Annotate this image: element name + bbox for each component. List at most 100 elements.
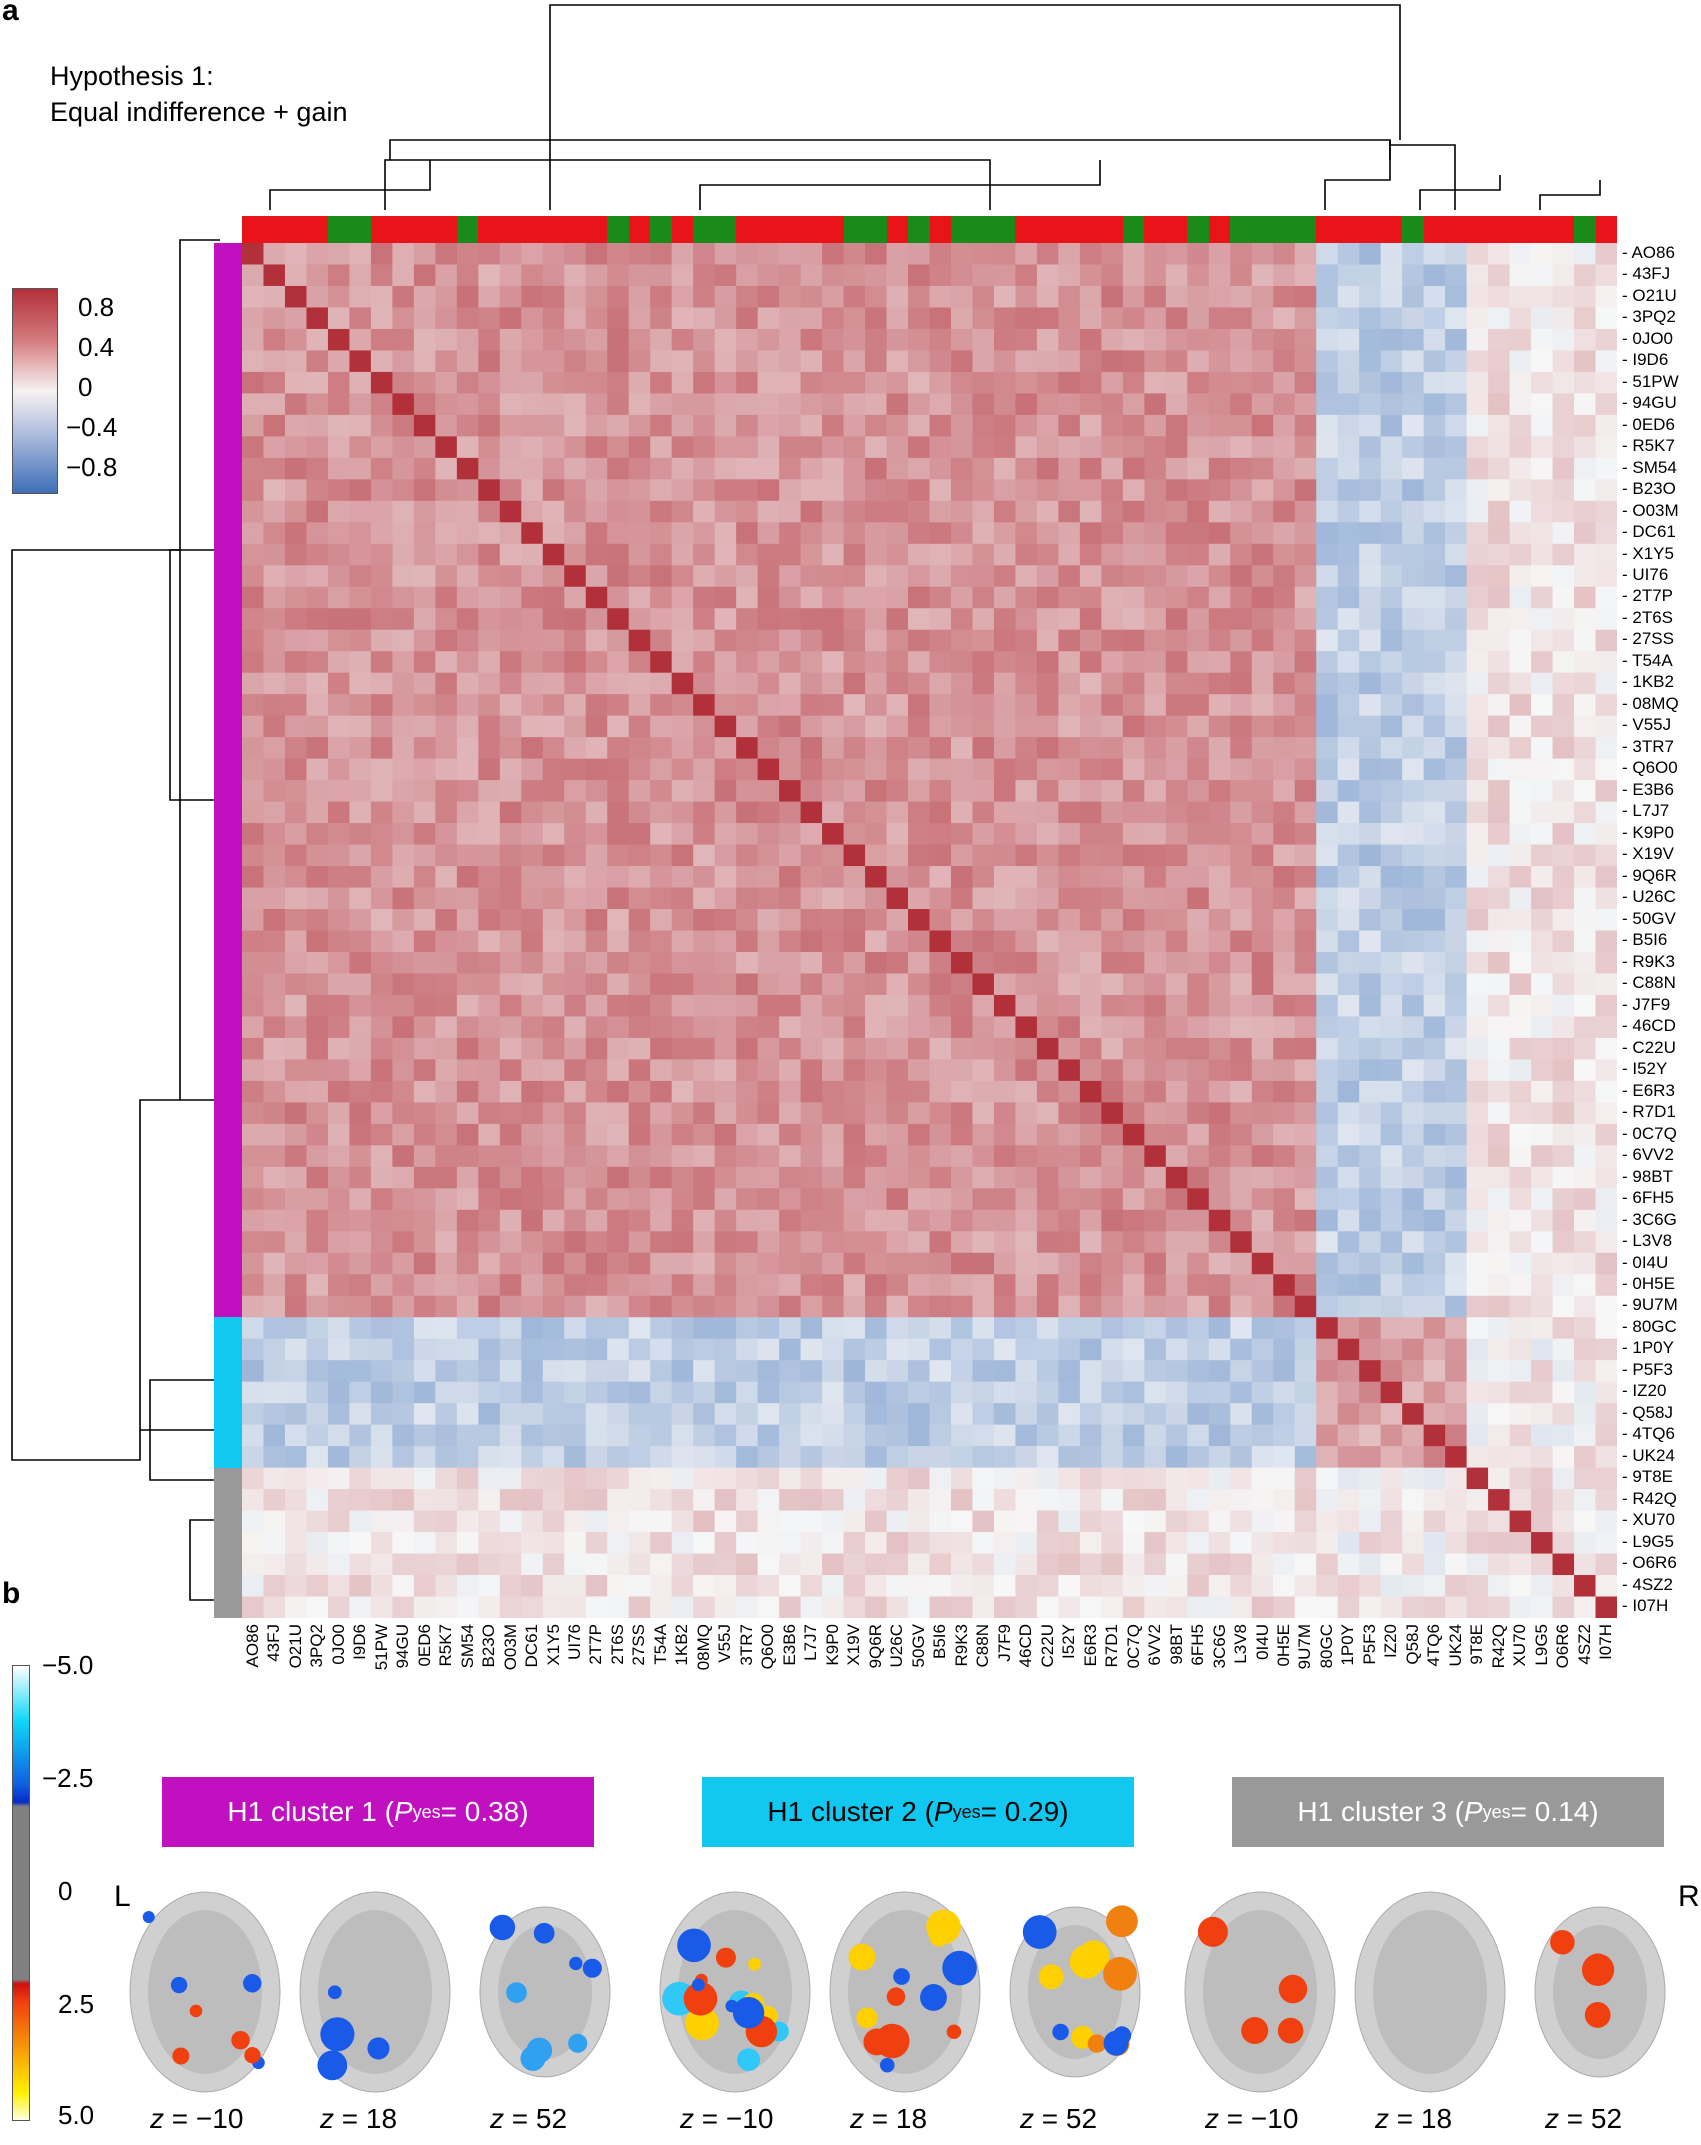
heatmap-cell — [1316, 994, 1339, 1017]
heatmap-cell — [800, 436, 823, 459]
heatmap-cell — [478, 651, 501, 674]
heatmap-cell — [757, 1489, 780, 1512]
heatmap-cell — [349, 414, 372, 437]
heatmap-cell — [1423, 1123, 1446, 1146]
heatmap-cell — [800, 414, 823, 437]
heatmap-cell — [1337, 844, 1360, 867]
heatmap-cell — [263, 1102, 286, 1125]
heatmap-cell — [1531, 1338, 1554, 1361]
heatmap-cell — [1101, 264, 1124, 287]
heatmap-cell — [843, 951, 866, 974]
heatmap-cell — [822, 307, 845, 330]
heatmap-cell — [1165, 1403, 1188, 1426]
top-bar-cell — [1595, 216, 1617, 244]
heatmap-cell — [1488, 1231, 1511, 1254]
heatmap-cell — [714, 1295, 737, 1318]
heatmap-cell — [1423, 1575, 1446, 1598]
heatmap-cell — [1036, 887, 1059, 910]
heatmap-cell — [1144, 1274, 1167, 1297]
heatmap-cell — [456, 715, 479, 738]
heatmap-cell — [822, 651, 845, 674]
heatmap-cell — [1466, 737, 1489, 760]
heatmap-cell — [564, 264, 587, 287]
heatmap-cell — [1531, 350, 1554, 373]
heatmap-cell — [585, 758, 608, 781]
heatmap-cell — [521, 1016, 544, 1039]
heatmap-cell — [1144, 1295, 1167, 1318]
heatmap-cell — [628, 1123, 651, 1146]
heatmap-cell — [1273, 866, 1296, 889]
heatmap-cell — [822, 1424, 845, 1447]
heatmap-cell — [1402, 801, 1425, 824]
heatmap-cell — [1552, 694, 1575, 717]
heatmap-cell — [993, 1188, 1016, 1211]
heatmap-cell — [1316, 479, 1339, 502]
heatmap-cell — [306, 780, 329, 803]
heatmap-cell — [413, 1575, 436, 1598]
heatmap-cell — [1251, 1424, 1274, 1447]
heatmap-cell — [1359, 823, 1382, 846]
heatmap-cell — [521, 543, 544, 566]
heatmap-cell — [349, 1596, 372, 1618]
heatmap-cell — [1423, 243, 1446, 265]
heatmap-cell — [1079, 1102, 1102, 1125]
heatmap-cell — [1445, 285, 1468, 308]
heatmap-cell — [327, 1037, 350, 1060]
heatmap-cell — [800, 1145, 823, 1168]
heatmap-cell — [843, 436, 866, 459]
heatmap-cell — [435, 371, 458, 394]
heatmap-cell — [1251, 608, 1274, 631]
heatmap-cell — [564, 909, 587, 931]
heatmap-cell — [1380, 1596, 1403, 1618]
heatmap-cell — [1359, 264, 1382, 287]
heatmap-cell — [908, 844, 930, 867]
heatmap-cell — [1058, 1553, 1081, 1576]
heatmap-cell — [628, 350, 651, 373]
heatmap-cell — [1058, 350, 1081, 373]
heatmap-cell — [370, 393, 393, 416]
heatmap-cell — [714, 694, 737, 717]
heatmap-cell — [1144, 1338, 1167, 1361]
heatmap-cell — [757, 672, 780, 695]
heatmap-cell — [1466, 1532, 1489, 1555]
heatmap-cell — [1402, 586, 1425, 609]
heatmap-cell — [1466, 565, 1489, 588]
heatmap-cell — [1574, 1489, 1597, 1512]
heatmap-cell — [284, 1295, 307, 1318]
heatmap-cell — [607, 586, 630, 609]
heatmap-cell — [757, 801, 780, 824]
heatmap-cell — [1380, 629, 1403, 652]
heatmap-cell — [628, 844, 651, 867]
heatmap-cell — [650, 1467, 673, 1490]
heatmap-cell — [478, 1123, 501, 1146]
heatmap-cell — [456, 1489, 479, 1512]
heatmap-cell — [950, 1424, 973, 1447]
heatmap-cell — [736, 973, 759, 996]
heatmap-cell — [865, 994, 888, 1017]
heatmap-cell — [1036, 565, 1059, 588]
heatmap-cell — [1273, 1510, 1296, 1533]
heatmap-cell — [1574, 887, 1597, 910]
heatmap-cell — [1380, 651, 1403, 674]
heatmap-cell — [1316, 1166, 1339, 1189]
cbar-a-tick-2: 0 — [78, 372, 93, 402]
heatmap-cell — [1423, 1102, 1446, 1125]
heatmap-cell — [714, 436, 737, 459]
heatmap-cell — [843, 457, 866, 480]
heatmap-cell — [1144, 457, 1167, 480]
heatmap-cell — [800, 694, 823, 717]
heatmap-cell — [1273, 629, 1296, 652]
heatmap-cell — [585, 565, 608, 588]
heatmap-cell — [886, 1489, 909, 1512]
heatmap-cell — [1079, 1467, 1102, 1490]
heatmap-cell — [607, 371, 630, 394]
heatmap-cell — [950, 350, 973, 373]
heatmap-cell — [1595, 1596, 1617, 1618]
heatmap-cell — [972, 801, 995, 824]
heatmap-cell — [392, 1102, 415, 1125]
heatmap-cell — [1509, 973, 1532, 996]
side-bar-cell — [214, 522, 242, 544]
heatmap-cell — [1058, 887, 1081, 910]
heatmap-cell — [1402, 1080, 1425, 1103]
